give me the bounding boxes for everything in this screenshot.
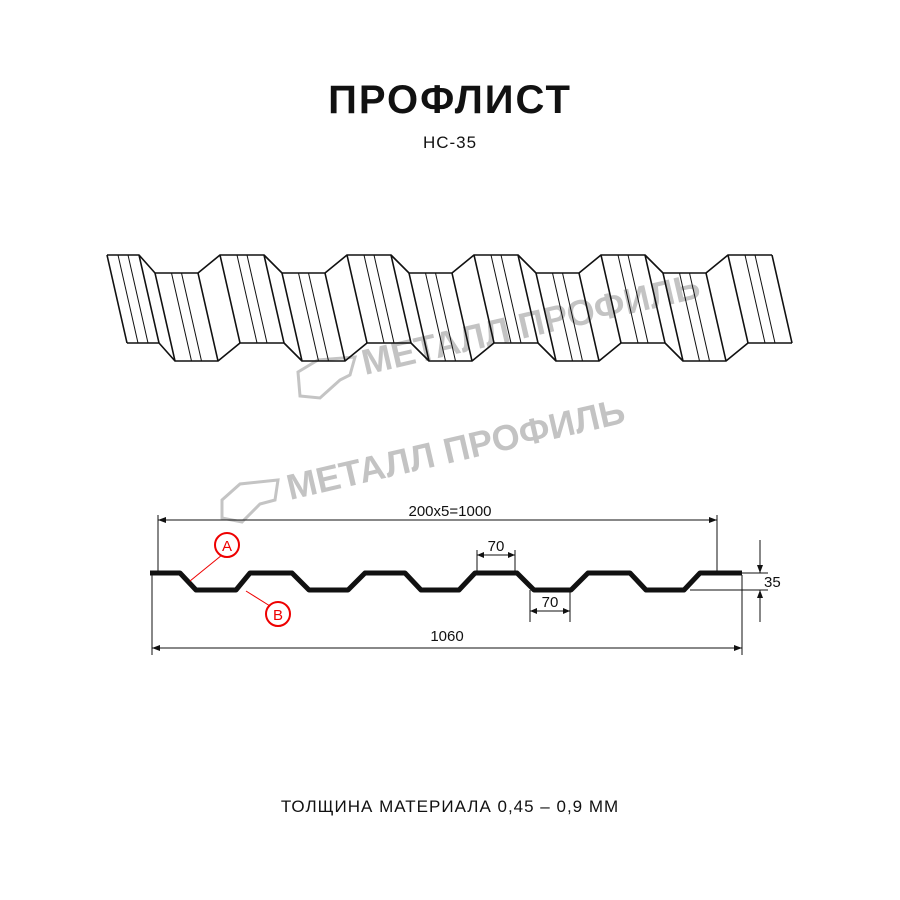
sheet-stiffener-line xyxy=(117,254,139,344)
sheet-stiffener-line xyxy=(754,254,776,344)
sheet-fold-line xyxy=(390,254,412,344)
marker-b-label: B xyxy=(273,607,283,624)
sheet-stiffener-line xyxy=(425,272,446,362)
sheet-fold-line xyxy=(473,254,495,344)
sheet-3d-view xyxy=(106,254,793,362)
sheet-stiffener-line xyxy=(373,254,395,344)
sheet-stiffener-line xyxy=(627,254,649,344)
sheet-stiffener-line xyxy=(246,254,268,344)
sheet-fold-line xyxy=(517,254,539,344)
sheet-stiffener-line xyxy=(679,272,700,362)
sheet-fold-line xyxy=(705,272,727,362)
pitch-dimension-label: 200x5=1000 xyxy=(409,503,492,520)
sheet-fold-line xyxy=(662,272,684,362)
sheet-fold-line xyxy=(578,272,600,362)
width-dimension-label: 1060 xyxy=(430,628,463,645)
sheet-stiffener-line xyxy=(490,254,512,344)
height-dimension-label: 35 xyxy=(764,574,781,591)
sheet-stiffener-line xyxy=(562,272,583,362)
watermark-text-2: МЕТАЛЛ ПРОФИЛЬ xyxy=(283,390,629,508)
sheet-stiffener-line xyxy=(744,254,766,344)
sheet-fold-line xyxy=(451,272,473,362)
sheet-stiffener-line xyxy=(552,272,573,362)
profile-cross-section xyxy=(150,570,742,593)
marker-a-label: A xyxy=(222,538,232,555)
sheet-fold-line xyxy=(219,254,241,344)
model-subtitle: НС-35 xyxy=(422,133,478,152)
sheet-fold-line xyxy=(600,254,622,344)
sheet-stiffener-line xyxy=(298,272,319,362)
top-flange-dimension-label: 70 xyxy=(488,538,505,555)
sheet-bottom-edge xyxy=(127,342,792,362)
sheet-stiffener-line xyxy=(500,254,522,344)
sheet-fold-line xyxy=(644,254,666,344)
sheet-fold-line xyxy=(106,254,128,344)
sheet-stiffener-line xyxy=(363,254,385,344)
sheet-fold-line xyxy=(138,254,160,344)
sheet-fold-line xyxy=(408,272,430,362)
sheet-fold-line xyxy=(324,272,346,362)
sheet-stiffener-line xyxy=(171,272,192,362)
sheet-fold-line xyxy=(281,272,303,362)
page-title: ПРОФЛИСТ xyxy=(328,78,572,122)
sheet-stiffener-line xyxy=(236,254,258,344)
sheet-fold-line xyxy=(535,272,557,362)
sheet-top-edge xyxy=(107,254,772,274)
sheet-stiffener-line xyxy=(181,272,202,362)
dimension-lines xyxy=(151,515,768,655)
sheet-stiffener-line xyxy=(435,272,456,362)
thickness-note: ТОЛЩИНА МАТЕРИАЛА 0,45 – 0,9 ММ xyxy=(280,797,620,816)
sheet-fold-line xyxy=(727,254,749,344)
bottom-flange-dimension-label: 70 xyxy=(542,594,559,611)
sheet-fold-line xyxy=(197,272,219,362)
marker-b: B xyxy=(245,590,291,627)
sheet-stiffener-line xyxy=(127,254,149,344)
marker-a: A xyxy=(189,532,240,582)
sheet-fold-line xyxy=(154,272,176,362)
watermark-logo-1: МЕТАЛЛ ПРОФИЛЬ xyxy=(296,265,704,400)
sheet-stiffener-line xyxy=(617,254,639,344)
profile-line xyxy=(150,570,742,593)
sheet-stiffener-line xyxy=(308,272,329,362)
sheet-fold-line xyxy=(263,254,285,344)
sheet-fold-line xyxy=(771,254,793,344)
sheet-stiffener-line xyxy=(689,272,710,362)
sheet-fold-line xyxy=(346,254,368,344)
